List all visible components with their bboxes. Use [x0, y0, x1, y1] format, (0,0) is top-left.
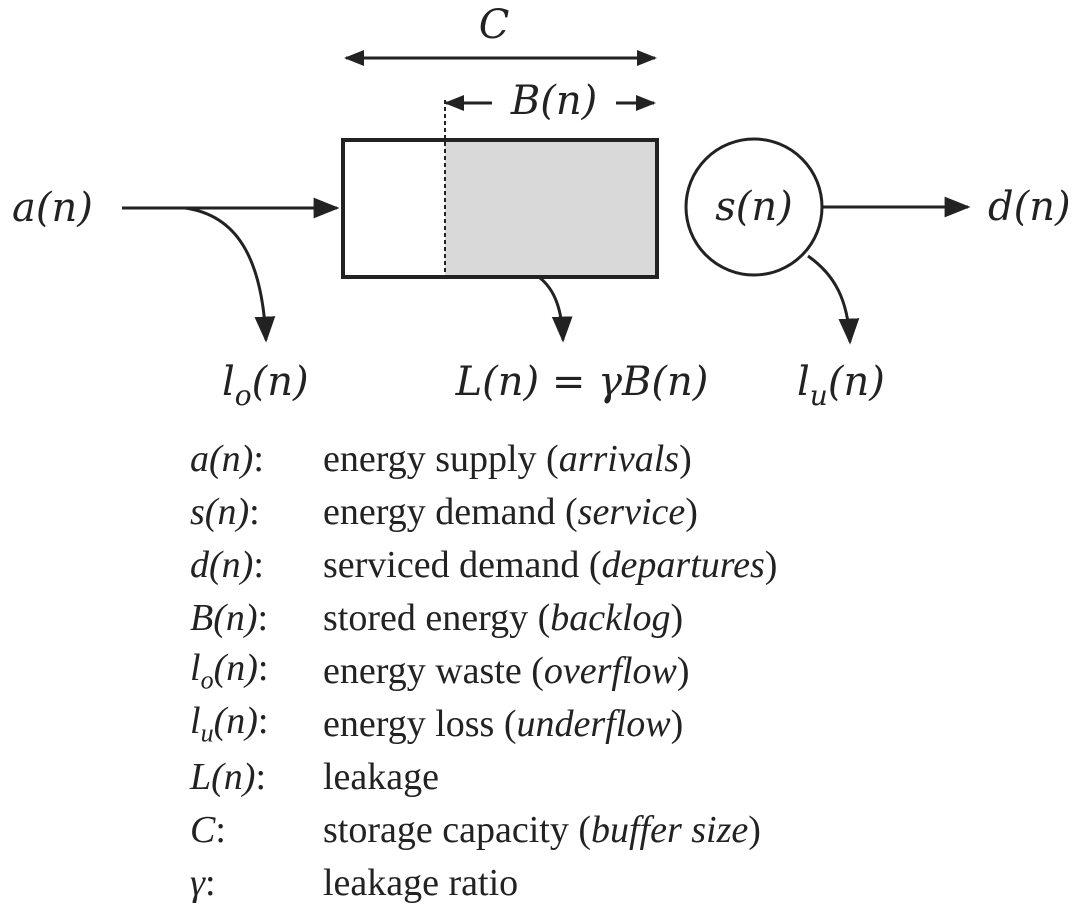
arrivals-label: a(n) [12, 185, 93, 231]
legend-description: serviced demand (departures) [323, 543, 778, 586]
legend-row: γ: leakage ratio [190, 856, 777, 909]
leakage-label: L(n) = γB(n) [455, 359, 709, 405]
legend-description: storage capacity (buffer size) [323, 808, 761, 851]
backlog-fill [445, 140, 657, 277]
underflow-label: lu(n) [797, 359, 885, 412]
legend-row: s(n): energy demand (service) [190, 485, 777, 538]
legend-symbol: s(n): [190, 490, 260, 533]
legend-description: energy demand (service) [323, 490, 698, 533]
underflow-arrow [807, 254, 860, 345]
legend-term: service [577, 490, 686, 533]
legend-description: energy supply (arrivals) [323, 437, 692, 480]
backlog-label: B(n) [510, 78, 597, 124]
legend-description: stored energy (backlog) [323, 596, 684, 639]
leakage-arrow [539, 276, 573, 343]
legend-term: departures [601, 543, 765, 586]
service-label: s(n) [715, 184, 793, 230]
legend-description: leakage [323, 755, 440, 798]
legend-symbol: γ: [190, 861, 216, 904]
overflow-arrow [184, 206, 276, 343]
legend-description: energy waste (overflow) [323, 649, 690, 692]
legend-term: arrivals [558, 437, 680, 480]
legend-term: overflow [543, 649, 677, 692]
legend-symbol: d(n): [190, 543, 264, 586]
legend-symbol: B(n): [190, 596, 269, 639]
legend-row: d(n): serviced demand (departures) [190, 538, 777, 591]
legend-symbol: C: [190, 808, 226, 851]
legend-term: buffer size [590, 808, 749, 851]
legend-description: leakage ratio [323, 861, 519, 904]
legend-row: C: storage capacity (buffer size) [190, 803, 777, 856]
capacity-label: C [479, 2, 510, 48]
legend: a(n): energy supply (arrivals) s(n): energy… [190, 432, 777, 909]
legend-row: B(n): stored energy (backlog) [190, 591, 777, 644]
buffer-box [341, 138, 659, 279]
legend-term: backlog [550, 596, 671, 639]
departures-label: d(n) [988, 184, 1071, 230]
legend-term: underflow [516, 702, 671, 745]
overflow-label: lo(n) [222, 359, 309, 412]
legend-description: energy loss (underflow) [323, 702, 684, 745]
legend-symbol: L(n): [190, 755, 267, 798]
legend-row: lo(n): energy waste (overflow) [190, 644, 777, 697]
legend-symbol: a(n): [190, 437, 264, 480]
legend-row: lu(n): energy loss (underflow) [190, 697, 777, 750]
legend-symbol: lo(n): [190, 646, 269, 695]
legend-symbol: lu(n): [190, 699, 269, 748]
legend-row: a(n): energy supply (arrivals) [190, 432, 777, 485]
legend-row: L(n): leakage [190, 750, 777, 803]
